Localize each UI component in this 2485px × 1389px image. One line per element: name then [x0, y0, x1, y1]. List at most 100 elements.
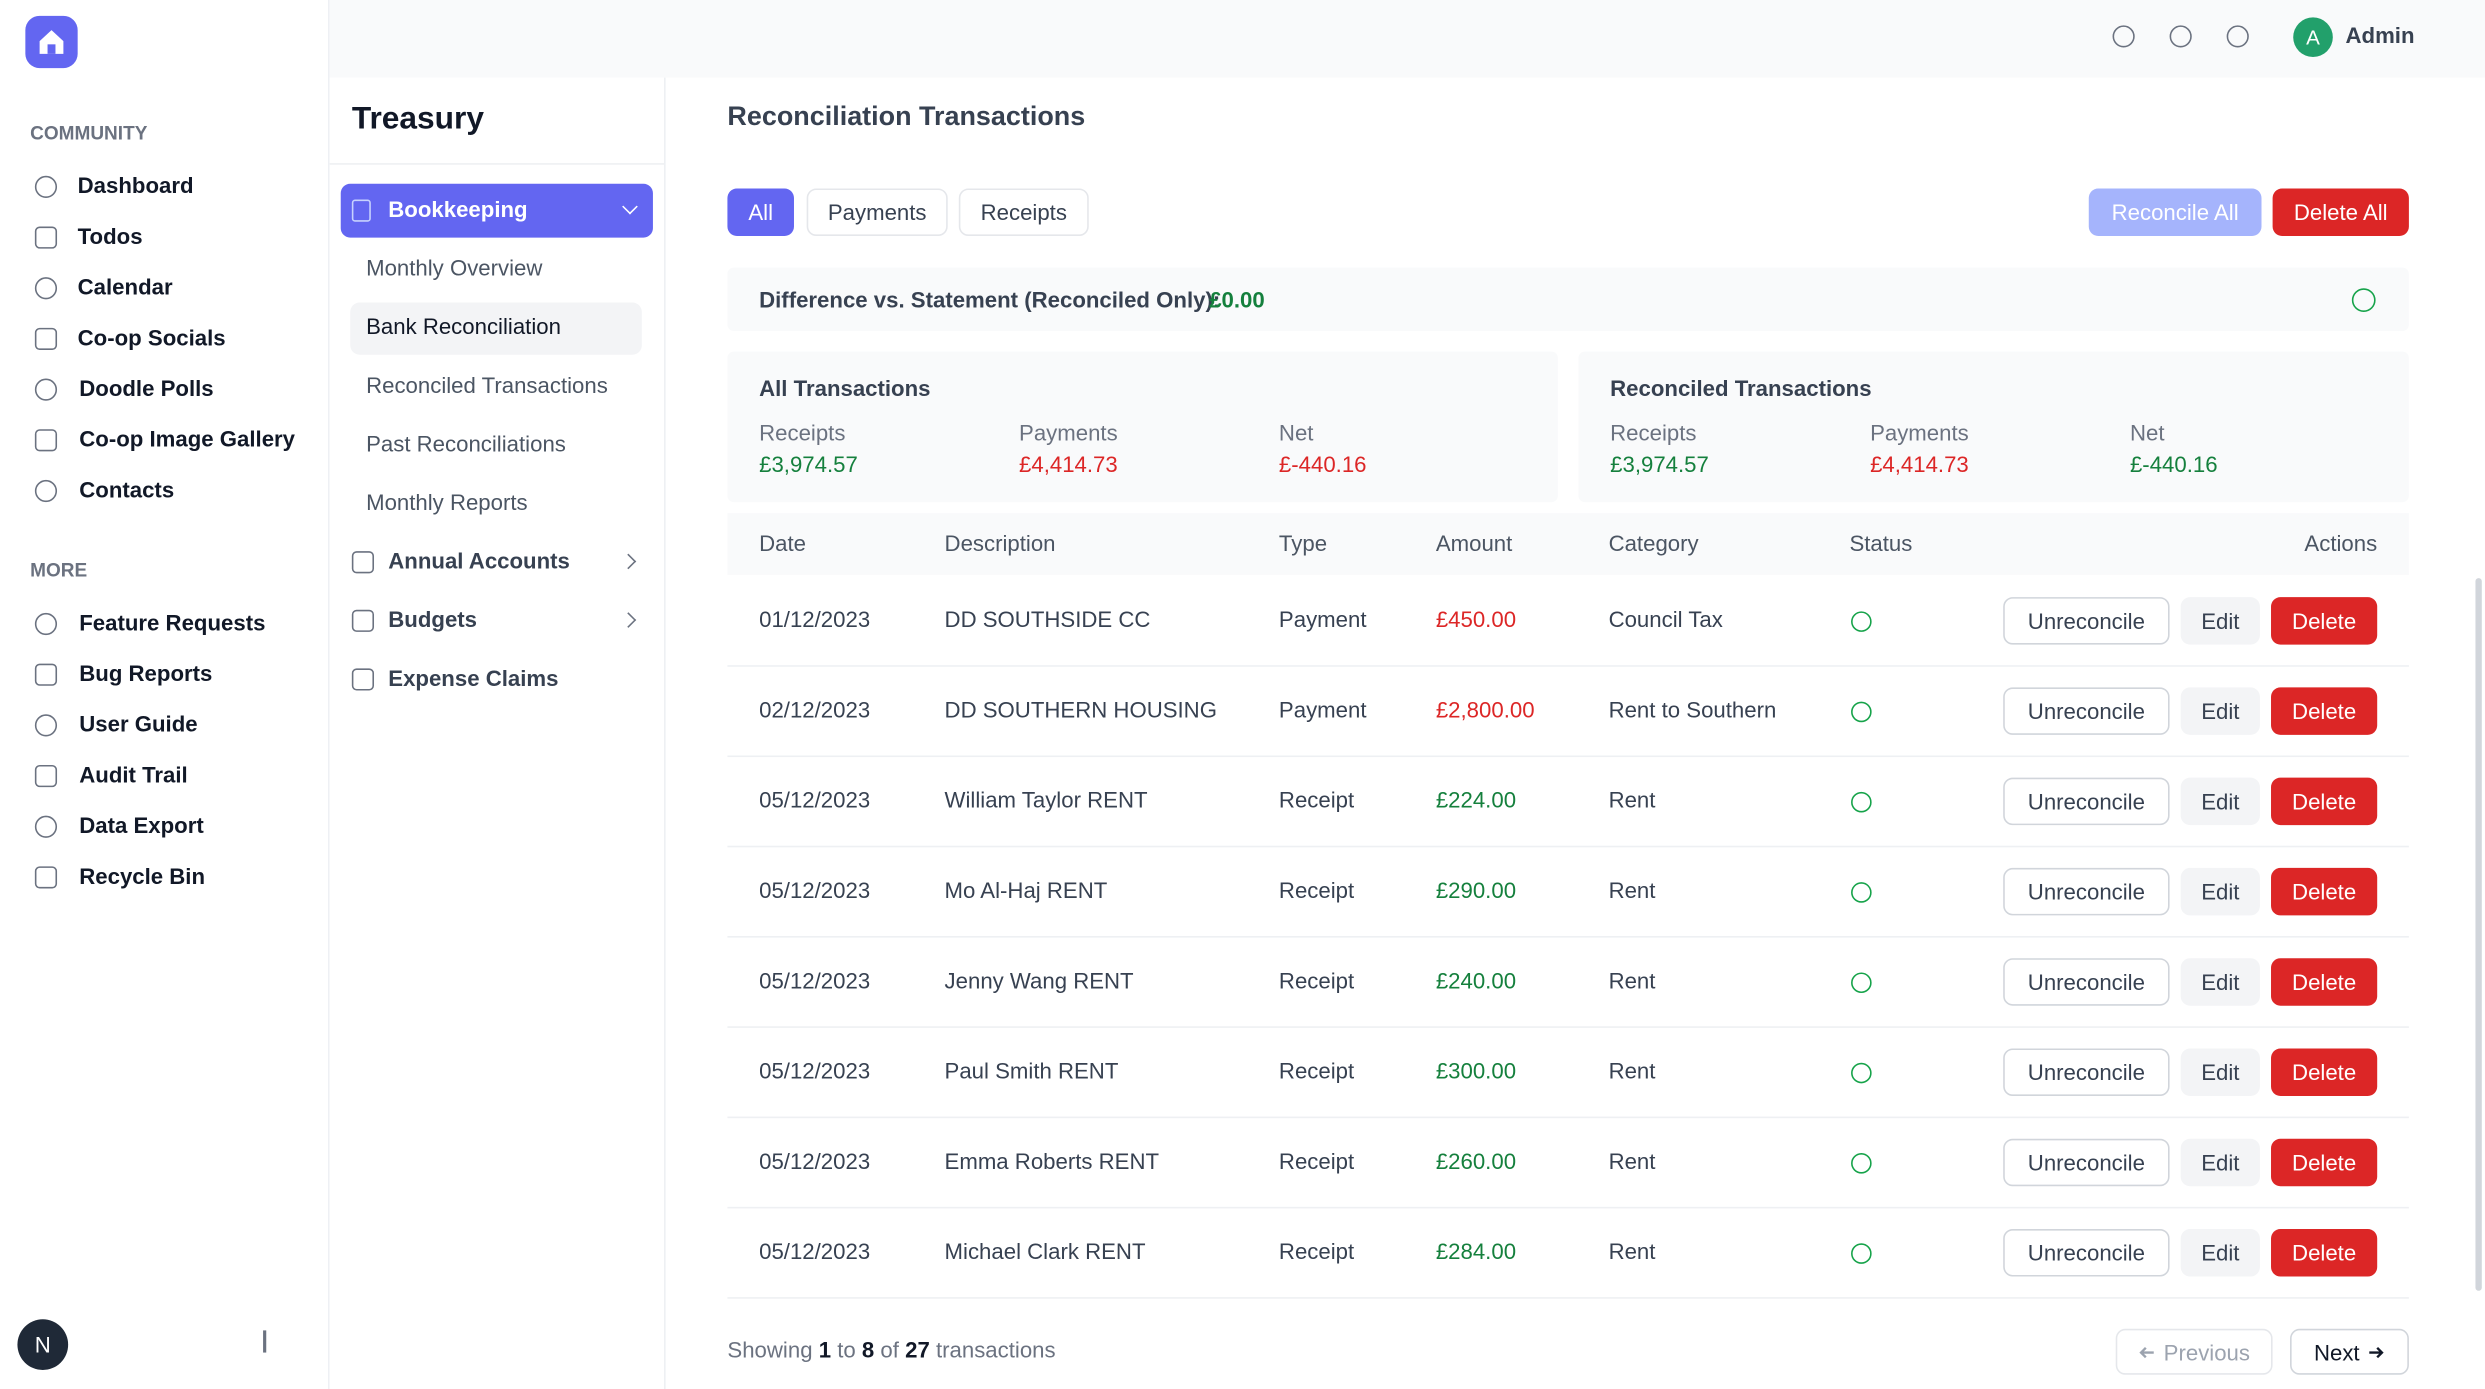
menu-active[interactable]	[340, 183, 653, 238]
nav-item[interactable]: Contacts	[79, 476, 175, 503]
summary-card	[727, 351, 1558, 503]
delete-all-button[interactable]: Delete All	[2272, 188, 2409, 236]
row-border	[727, 1206, 2409, 1209]
nav-item[interactable]: Co-op Image Gallery	[79, 426, 296, 452]
topbar-icon[interactable]	[2226, 25, 2249, 48]
nav-item[interactable]: Calendar	[77, 273, 173, 300]
unreconcile-button[interactable]: Unreconcile	[2003, 1048, 2170, 1096]
pagination-part: of	[880, 1336, 899, 1363]
submenu-item[interactable]: Monthly Overview	[366, 254, 543, 281]
column-header: Actions	[2304, 530, 2378, 556]
edit-button[interactable]: Edit	[2180, 1138, 2260, 1187]
pagination-text: Showing 1 to 8 of 27 transactions	[727, 1337, 1055, 1362]
nav-item[interactable]: Doodle Polls	[79, 375, 214, 401]
tab[interactable]: Receipts	[958, 188, 1089, 236]
reconcile-all-button[interactable]: Reconcile All	[2088, 188, 2262, 236]
column-header: Description	[944, 530, 1056, 556]
nav-item[interactable]: Feature Requests	[79, 609, 266, 636]
delete-button[interactable]: Delete	[2271, 687, 2378, 735]
cell: £300.00	[1435, 1057, 1517, 1084]
nav-item[interactable]: Bug Reports	[79, 660, 213, 686]
submenu-item[interactable]: Bank Reconciliation	[366, 313, 561, 339]
cell: 02/12/2023	[759, 696, 871, 723]
topbar-icon[interactable]	[2112, 25, 2135, 48]
logo[interactable]	[25, 15, 78, 69]
summary-value: £3,974.57	[759, 451, 858, 477]
cell: 01/12/2023	[759, 606, 871, 632]
icon	[34, 866, 58, 889]
delete-button[interactable]: Delete	[2271, 1229, 2378, 1277]
nav-item[interactable]: Recycle Bin	[79, 863, 206, 889]
difference-box	[727, 267, 2409, 332]
cell: 05/12/2023	[759, 787, 871, 813]
summary-value: £-440.16	[1278, 451, 1367, 477]
topbar-icon[interactable]	[2169, 25, 2192, 48]
submenu-item[interactable]: Past Reconciliations	[366, 430, 566, 457]
unreconcile-button[interactable]: Unreconcile	[2003, 867, 2170, 916]
next-button[interactable]: Next	[2290, 1328, 2409, 1375]
check-icon	[2351, 288, 2376, 313]
edit-button[interactable]: Edit	[2180, 597, 2260, 645]
collapse-button[interactable]	[263, 1330, 285, 1353]
status-icon	[1851, 701, 1872, 723]
previous-button[interactable]: Previous	[2115, 1328, 2273, 1375]
delete-button[interactable]: Delete	[2271, 1138, 2378, 1187]
menu-item[interactable]: Expense Claims	[388, 665, 559, 691]
edit-button[interactable]: Edit	[2180, 1048, 2260, 1096]
tab[interactable]: Payments	[806, 188, 948, 236]
delete-button[interactable]: Delete	[2271, 777, 2378, 826]
nav-item[interactable]: Data Export	[79, 812, 204, 838]
edit-button[interactable]: Edit	[2180, 1229, 2260, 1277]
icon	[34, 277, 58, 300]
divider	[329, 163, 665, 165]
delete-button[interactable]: Delete	[2271, 1048, 2378, 1096]
user-name[interactable]: Admin	[2345, 22, 2415, 48]
nav-item[interactable]: User Guide	[79, 711, 198, 737]
cell: Rent	[1608, 1238, 1656, 1264]
status-icon	[1851, 1243, 1872, 1264]
icon	[34, 226, 58, 249]
status-icon	[1851, 882, 1872, 903]
nav-item[interactable]: Co-op Socials	[77, 324, 226, 351]
submenu-item[interactable]: Reconciled Transactions	[366, 372, 608, 398]
unreconcile-button[interactable]: Unreconcile	[2003, 1138, 2170, 1187]
summary-label: Net	[2129, 419, 2165, 446]
icon	[34, 815, 58, 838]
cell: £450.00	[1435, 606, 1517, 632]
nav-item[interactable]: Todos	[77, 223, 143, 249]
topbar	[329, 0, 2485, 78]
delete-button[interactable]: Delete	[2271, 867, 2378, 916]
menu-item[interactable]: Budgets	[388, 606, 478, 632]
unreconcile-button[interactable]: Unreconcile	[2003, 597, 2170, 645]
unreconcile-button[interactable]: Unreconcile	[2003, 777, 2170, 826]
edit-button[interactable]: Edit	[2180, 958, 2260, 1006]
nav-item[interactable]: Audit Trail	[79, 761, 188, 788]
delete-button[interactable]: Delete	[2271, 597, 2378, 645]
edit-button[interactable]: Edit	[2180, 687, 2260, 735]
pagination-part: 1	[818, 1336, 832, 1363]
cell: DD SOUTHSIDE CC	[944, 606, 1151, 632]
arrow-right	[2369, 1346, 2384, 1358]
edit-button[interactable]: Edit	[2180, 777, 2260, 826]
edit-button[interactable]: Edit	[2180, 867, 2260, 916]
summary-value: £4,414.73	[1870, 451, 1969, 477]
icon	[34, 663, 58, 686]
unreconcile-button[interactable]: Unreconcile	[2003, 687, 2170, 735]
tab[interactable]: All	[727, 188, 794, 236]
row-border	[727, 1297, 2409, 1299]
cell: £284.00	[1435, 1238, 1517, 1264]
nav-item[interactable]: Dashboard	[77, 172, 194, 198]
submenu-item[interactable]: Monthly Reports	[366, 489, 528, 515]
cell: Rent	[1608, 1057, 1656, 1084]
cell: £2,800.00	[1435, 696, 1535, 723]
menu-item[interactable]: Annual Accounts	[388, 547, 570, 574]
row-border	[727, 936, 2409, 938]
row-border	[727, 755, 2409, 758]
summary-label: Receipts	[1610, 419, 1697, 446]
unreconcile-button[interactable]: Unreconcile	[2003, 958, 2170, 1006]
icon	[34, 764, 58, 788]
delete-button[interactable]: Delete	[2271, 958, 2378, 1006]
unreconcile-button[interactable]: Unreconcile	[2003, 1229, 2170, 1277]
menu-item[interactable]: Bookkeeping	[388, 196, 528, 222]
treasury-title: Treasury	[351, 101, 484, 137]
